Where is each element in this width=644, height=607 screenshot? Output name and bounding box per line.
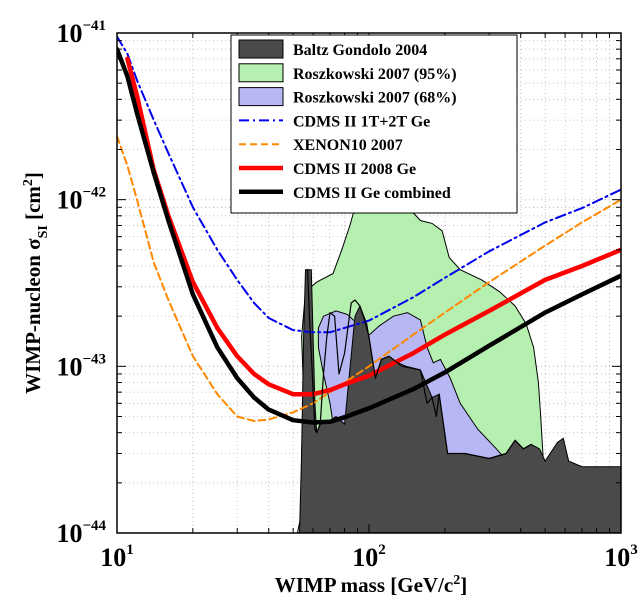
ticks: 101 102 103 10−44 10−43 10−42 10−41 [56,18,637,572]
x-tick-label: 102 [352,542,386,572]
legend-swatch [238,63,284,83]
y-tick-label: 10−42 [56,185,106,215]
legend-label: XENON10 2007 [293,137,403,154]
legend-item: Roszkowski 2007 (95%) [238,63,457,83]
series [117,35,621,460]
legend-item: Roszkowski 2007 (68%) [238,87,457,107]
legend-item: Baltz Gondolo 2004 [238,39,427,59]
legend-label: CDMS II 1T+2T Ge [293,113,430,130]
legend-label: CDMS II Ge combined [293,185,451,202]
legend-item: CDMS II 1T+2T Ge [239,113,430,130]
legend: Baltz Gondolo 2004 Roszkowski 2007 (95%) R… [230,34,518,214]
x-axis-label: WIMP mass [GeV/c2] [275,573,467,597]
y-tick-label: 10−41 [56,18,106,48]
legend-label: Baltz Gondolo 2004 [293,42,427,59]
series-cdms-ii-1t-2t-ge [117,35,621,334]
legend-item: CDMS II Ge combined [239,185,451,202]
legend-label: Roszkowski 2007 (95%) [293,66,457,83]
x-tick-label: 101 [100,542,134,572]
x-tick-label: 103 [604,542,638,572]
legend-label: CDMS II 2008 Ge [293,161,416,178]
legend-item: XENON10 2007 [239,137,403,154]
y-tick-label: 10−44 [56,518,106,548]
series-baltz-gondolo-outline [306,269,532,460]
legend-swatch [238,87,284,107]
legend-item: CDMS II 2008 Ge [239,161,416,178]
y-axis-label: WIMP-nucleon σSI [cm2] [21,172,51,394]
legend-swatch [238,39,284,59]
y-tick-label: 10−43 [56,351,106,381]
legend-label: Roszkowski 2007 (68%) [293,90,457,107]
series-cdms-ii-ge-combined [117,46,621,425]
